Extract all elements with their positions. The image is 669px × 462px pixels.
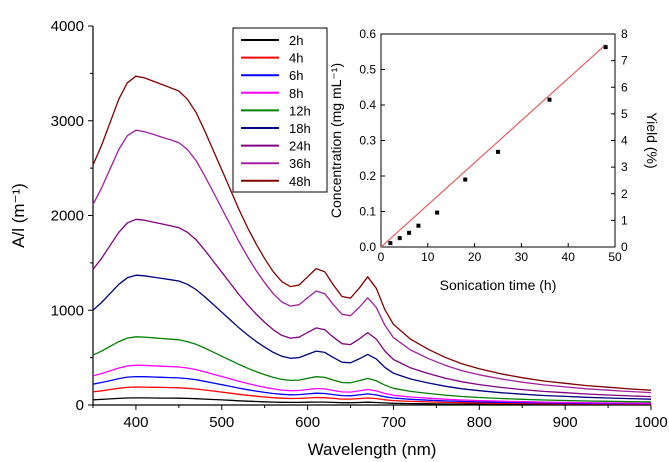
inset-data-point [496, 149, 500, 154]
inset-x-tick-label: 50 [608, 250, 622, 264]
series-line-6h [92, 375, 652, 405]
y-tick-label: 3000 [51, 113, 84, 130]
series-line-4h [92, 386, 652, 405]
inset-y-tick-label: 0.3 [359, 134, 376, 148]
legend-label-48h: 48h [289, 174, 311, 189]
legend-label-24h: 24h [289, 139, 311, 154]
inset-y2-tick-label: 0 [621, 240, 628, 254]
inset-data-point [388, 241, 393, 246]
y-tick-label: 0 [76, 397, 84, 414]
inset-y-axis-title: Concentration (mg mL⁻¹) [328, 63, 344, 218]
x-tick-label: 900 [553, 414, 578, 431]
legend-label-18h: 18h [289, 121, 311, 136]
inset-y2-axis-title: Yield (%) [644, 112, 660, 168]
main-absorbance-chart: 400 500 600 700 800 900 100001000200030004000W… [9, 18, 668, 459]
inset-y2-tick-label: 5 [621, 107, 628, 121]
inset-y-tick-label: 0.6 [359, 27, 376, 41]
inset-data-point [463, 177, 468, 182]
inset-y2-tick-label: 1 [621, 213, 628, 227]
inset-y-tick-label: 0.1 [359, 205, 376, 219]
series-line-18h [92, 274, 652, 400]
inset-x-tick-label: 30 [515, 250, 529, 264]
inset-concentration-chart: 0 10 20 30 40 50 0.0 0.1 0.2 0.3 0.4 0.5 0.6 0 1 2 3 4 5 6 7… [328, 27, 660, 293]
inset-x-tick-label: 20 [468, 250, 482, 264]
series-line-24h [92, 218, 652, 398]
legend-label-8h: 8h [289, 86, 303, 101]
x-tick-label: 500 [209, 414, 234, 431]
inset-data-point [407, 230, 412, 235]
legend: 2h 4h 6h 8h 12h 18h 24h 36h 48h [232, 27, 328, 193]
inset-x-tick-label: 40 [562, 250, 576, 264]
x-axis-title: Wavelength (nm) [308, 440, 437, 459]
y-tick-label: 1000 [51, 302, 84, 319]
inset-data-point [603, 45, 608, 50]
series-line-48h [92, 75, 652, 391]
y-tick-label: 4000 [51, 18, 84, 35]
legend-label-12h: 12h [289, 103, 311, 118]
inset-y2-tick-label: 2 [621, 187, 628, 201]
inset-y-tick-label: 0.4 [359, 98, 376, 112]
inset-x-tick-label: 10 [421, 250, 435, 264]
series-line-2h [92, 397, 651, 406]
y-tick-label: 2000 [51, 208, 84, 225]
inset-y2-tick-label: 3 [621, 160, 628, 174]
legend-label-36h: 36h [289, 156, 311, 171]
inset-y2-tick-label: 4 [621, 134, 628, 148]
x-tick-label: 400 [123, 414, 148, 431]
inset-data-point [435, 210, 440, 215]
inset-y-tick-label: 0.5 [359, 63, 376, 77]
inset-y-tick-label: 0.0 [359, 240, 376, 254]
inset-y2-tick-label: 6 [621, 80, 628, 94]
legend-label-2h: 2h [289, 33, 303, 48]
y-axis-title: A/l (m⁻¹) [9, 183, 28, 248]
inset-data-point [547, 97, 552, 102]
x-tick-label: 700 [381, 414, 406, 431]
series-line-12h [92, 336, 652, 403]
inset-y-tick-label: 0.2 [359, 169, 376, 183]
inset-x-tick-label: 0 [378, 250, 385, 264]
inset-fit-line [380, 44, 607, 248]
series-line-8h [92, 364, 652, 404]
inset-y2-tick-label: 7 [621, 54, 628, 68]
x-tick-label: 800 [467, 414, 492, 431]
inset-x-axis-title: Sonication time (h) [440, 277, 557, 293]
inset-data-point [416, 223, 421, 228]
legend-label-6h: 6h [289, 68, 303, 83]
legend-label-4h: 4h [289, 51, 303, 66]
x-tick-label: 1000 [634, 414, 667, 431]
inset-y2-tick-label: 8 [621, 27, 628, 41]
series-line-36h [92, 129, 652, 394]
x-tick-label: 600 [295, 414, 320, 431]
inset-data-point [397, 236, 402, 241]
